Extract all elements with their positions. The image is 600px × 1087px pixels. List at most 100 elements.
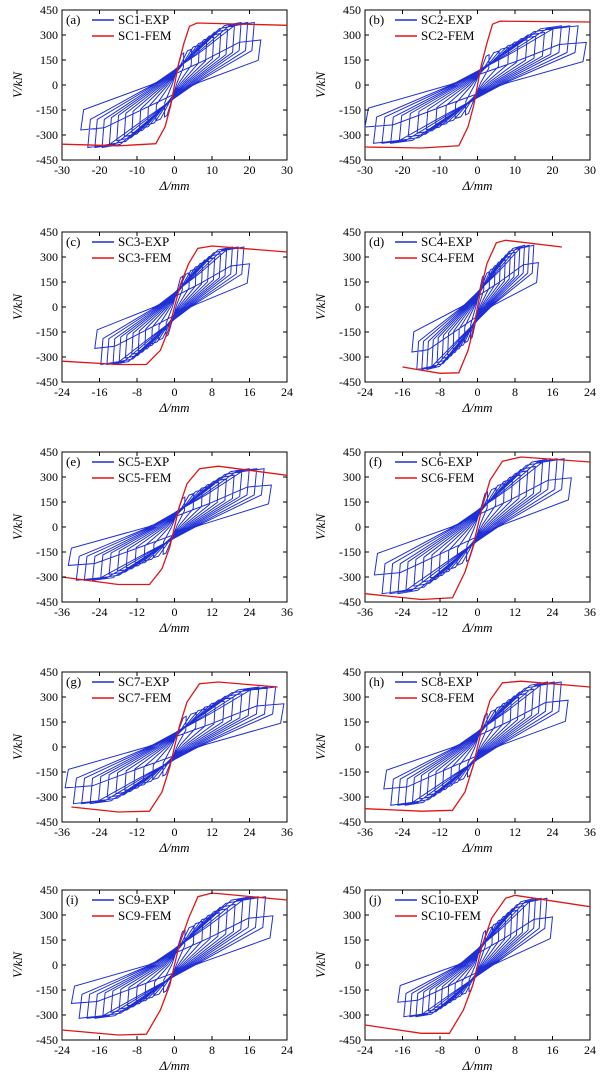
x-tick-label: 0 xyxy=(172,825,178,839)
y-tick-label: 0 xyxy=(355,958,361,972)
y-tick-label: -300 xyxy=(36,790,58,804)
series-fem-curve xyxy=(365,894,590,1034)
x-tick-label: 0 xyxy=(475,385,481,399)
x-tick-label: 8 xyxy=(512,385,518,399)
y-tick-label: 450 xyxy=(343,445,361,459)
y-tick-label: 450 xyxy=(343,225,361,239)
y-axis-label: V/kN xyxy=(313,951,328,978)
x-tick-label: 24 xyxy=(281,385,293,399)
y-tick-label: -300 xyxy=(36,128,58,142)
panel-label: (f) xyxy=(369,454,382,469)
x-tick-label: 16 xyxy=(244,385,256,399)
series-exp-curve xyxy=(64,686,285,805)
y-tick-label: 300 xyxy=(343,250,361,264)
x-tick-label: 36 xyxy=(281,605,293,619)
x-tick-label: -24 xyxy=(357,385,373,399)
y-axis-label: V/kN xyxy=(10,733,25,760)
y-tick-label: 450 xyxy=(40,3,58,17)
panel-a: -30 -20 -10 0 10 20 30 450 300 150 0 -150 -300 -450 Δ/… xyxy=(10,3,293,193)
panel-i: -24 -16 -8 0 8 16 24 450 300 150 0 -150 -300 -450 Δ/mm… xyxy=(10,883,293,1073)
y-axis-label: V/kN xyxy=(10,293,25,320)
panel-label: (h) xyxy=(369,674,384,689)
series-exp-curve xyxy=(411,244,539,371)
y-tick-label: -300 xyxy=(339,350,361,364)
legend-label: SC2-EXP xyxy=(421,12,472,27)
plot-area xyxy=(62,465,287,586)
legend-label: SC3-FEM xyxy=(118,250,172,265)
y-axis-label: V/kN xyxy=(313,71,328,98)
legend-label: SC4-FEM xyxy=(421,250,475,265)
legend-label: SC7-EXP xyxy=(118,674,169,689)
x-tick-label: -24 xyxy=(54,385,70,399)
x-tick-label: 0 xyxy=(475,1043,481,1057)
y-axis-label: V/kN xyxy=(313,513,328,540)
x-tick-label: -20 xyxy=(395,163,411,177)
panel-label: (j) xyxy=(369,892,381,907)
y-tick-label: 0 xyxy=(52,300,58,314)
y-tick-label: 450 xyxy=(343,883,361,897)
y-tick-label: 300 xyxy=(343,470,361,484)
y-tick-label: 300 xyxy=(40,690,58,704)
y-tick-label: 150 xyxy=(343,53,361,67)
y-tick-label: 150 xyxy=(40,715,58,729)
series-fem-curve xyxy=(402,239,562,374)
panel-label: (i) xyxy=(66,892,78,907)
x-tick-label: 0 xyxy=(172,385,178,399)
panel-b: -30 -20 -10 0 10 20 30 450 300 150 0 -150 -300 -450 Δ/… xyxy=(313,3,596,193)
x-tick-label: -36 xyxy=(357,825,373,839)
y-tick-label: -450 xyxy=(36,153,58,167)
y-tick-label: -450 xyxy=(339,1033,361,1047)
x-tick-label: -8 xyxy=(132,385,142,399)
y-tick-label: 450 xyxy=(343,665,361,679)
x-tick-label: -24 xyxy=(395,825,411,839)
x-tick-label: 16 xyxy=(547,385,559,399)
y-axis-label: V/kN xyxy=(10,951,25,978)
x-tick-label: 24 xyxy=(281,1043,293,1057)
legend-label: SC3-EXP xyxy=(118,234,169,249)
legend-label: SC1-EXP xyxy=(118,12,169,27)
y-tick-label: -150 xyxy=(36,765,58,779)
panel-f: -36 -24 -12 0 12 24 36 450 300 150 0 -150 -300 -450 Δ/… xyxy=(313,445,596,635)
series-fem-curve xyxy=(62,892,287,1036)
y-tick-label: -300 xyxy=(339,790,361,804)
legend-label: SC7-FEM xyxy=(118,690,172,705)
x-tick-label: 10 xyxy=(509,163,521,177)
x-axis-label: Δ/mm xyxy=(158,400,189,415)
x-tick-label: 0 xyxy=(475,605,481,619)
y-tick-label: 150 xyxy=(40,933,58,947)
panel-e: -36 -24 -12 0 12 24 36 450 300 150 0 -150 -300 -450 Δ/… xyxy=(10,445,293,635)
x-axis-label: Δ/mm xyxy=(158,840,189,855)
series-fem-curve xyxy=(62,22,287,147)
panel-d: -24 -16 -8 0 8 16 24 450 300 150 0 -150 -300 -450 Δ/mm… xyxy=(313,225,596,415)
y-tick-label: 450 xyxy=(40,665,58,679)
series-exp-curve xyxy=(383,681,569,806)
x-tick-label: -30 xyxy=(357,163,373,177)
x-tick-label: 8 xyxy=(209,1043,215,1057)
y-tick-label: 150 xyxy=(343,495,361,509)
plot-area xyxy=(365,894,590,1034)
y-tick-label: 150 xyxy=(343,715,361,729)
y-tick-label: 300 xyxy=(40,28,58,42)
x-tick-label: -12 xyxy=(432,825,448,839)
panel-label: (d) xyxy=(369,234,384,249)
y-tick-label: -450 xyxy=(339,153,361,167)
y-tick-label: 300 xyxy=(40,908,58,922)
x-tick-label: -20 xyxy=(92,163,108,177)
series-exp-curve xyxy=(397,897,554,1018)
y-tick-label: -450 xyxy=(36,1033,58,1047)
legend-label: SC1-FEM xyxy=(118,28,172,43)
x-tick-label: 8 xyxy=(512,1043,518,1057)
y-axis-label: V/kN xyxy=(10,513,25,540)
x-axis-label: Δ/mm xyxy=(461,620,492,635)
x-tick-label: 30 xyxy=(584,163,596,177)
y-tick-label: -150 xyxy=(339,765,361,779)
legend-label: SC5-EXP xyxy=(118,454,169,469)
y-tick-label: 0 xyxy=(355,740,361,754)
x-tick-label: 0 xyxy=(475,825,481,839)
x-tick-label: 16 xyxy=(244,1043,256,1057)
plot-area xyxy=(64,681,285,813)
legend-label: SC9-EXP xyxy=(118,892,169,907)
y-tick-label: 0 xyxy=(355,520,361,534)
y-tick-label: -150 xyxy=(36,545,58,559)
y-tick-label: 150 xyxy=(40,53,58,67)
